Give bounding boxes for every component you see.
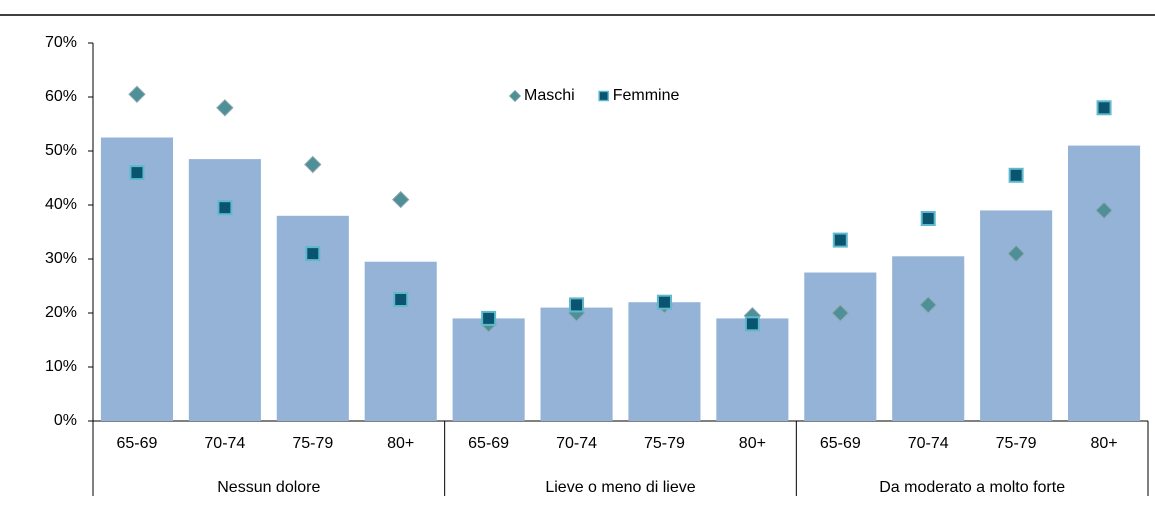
square-marker (393, 292, 409, 307)
square-marker (1096, 100, 1112, 116)
square-marker (920, 211, 936, 226)
y-tick-label: 50% (45, 142, 77, 159)
bar (1067, 145, 1141, 421)
y-tick-label: 20% (45, 304, 77, 321)
y-tick-label: 10% (45, 358, 77, 375)
legend-label: Femmine (613, 87, 680, 104)
bar (100, 137, 174, 421)
diamond-marker (1095, 201, 1113, 220)
x-tick-label: 80+ (1090, 435, 1117, 452)
legend-marker (598, 90, 609, 102)
bar (188, 159, 261, 421)
y-tick-label: 60% (45, 88, 77, 105)
y-tick-label: 30% (45, 250, 77, 267)
bar (980, 210, 1053, 421)
square-marker (1008, 167, 1024, 183)
bar (452, 318, 525, 421)
x-tick-label: 75-79 (644, 435, 685, 452)
diamond-marker (128, 85, 146, 104)
square-marker (832, 232, 848, 248)
x-tick-label: 75-79 (292, 435, 333, 452)
square-marker (305, 246, 321, 262)
diamond-marker (304, 155, 322, 174)
legend-marker (508, 89, 522, 103)
bar (364, 261, 437, 421)
diamond-marker (831, 304, 849, 322)
bar (628, 302, 701, 421)
square-marker (217, 200, 233, 216)
square-marker (569, 297, 585, 313)
square-marker (129, 165, 145, 181)
square-marker (656, 294, 672, 310)
y-tick-label: 70% (45, 34, 77, 51)
group-label: Nessun dolore (217, 479, 320, 496)
x-tick-label: 80+ (387, 435, 414, 452)
group-label: Lieve o meno di lieve (545, 479, 695, 496)
square-marker (744, 316, 760, 332)
x-tick-label: 70-74 (556, 435, 597, 452)
x-tick-label: 65-69 (820, 435, 861, 452)
bar (540, 307, 613, 421)
y-tick-label: 0% (54, 412, 77, 429)
x-tick-label: 80+ (739, 435, 766, 452)
bar (716, 318, 789, 421)
y-tick-label: 40% (45, 196, 77, 213)
bar (804, 272, 877, 421)
diamond-marker (919, 296, 937, 314)
diamond-marker (216, 99, 234, 117)
x-tick-label: 65-69 (116, 435, 157, 452)
x-tick-label: 65-69 (468, 435, 509, 452)
diamond-marker (392, 190, 410, 209)
x-tick-label: 75-79 (996, 435, 1037, 452)
x-tick-label: 70-74 (204, 435, 245, 452)
diamond-marker (1007, 244, 1025, 263)
legend-label: Maschi (524, 87, 575, 104)
square-marker (481, 310, 497, 326)
group-label: Da moderato a molto forte (879, 479, 1065, 496)
bar (892, 256, 965, 421)
x-tick-label: 70-74 (908, 435, 949, 452)
